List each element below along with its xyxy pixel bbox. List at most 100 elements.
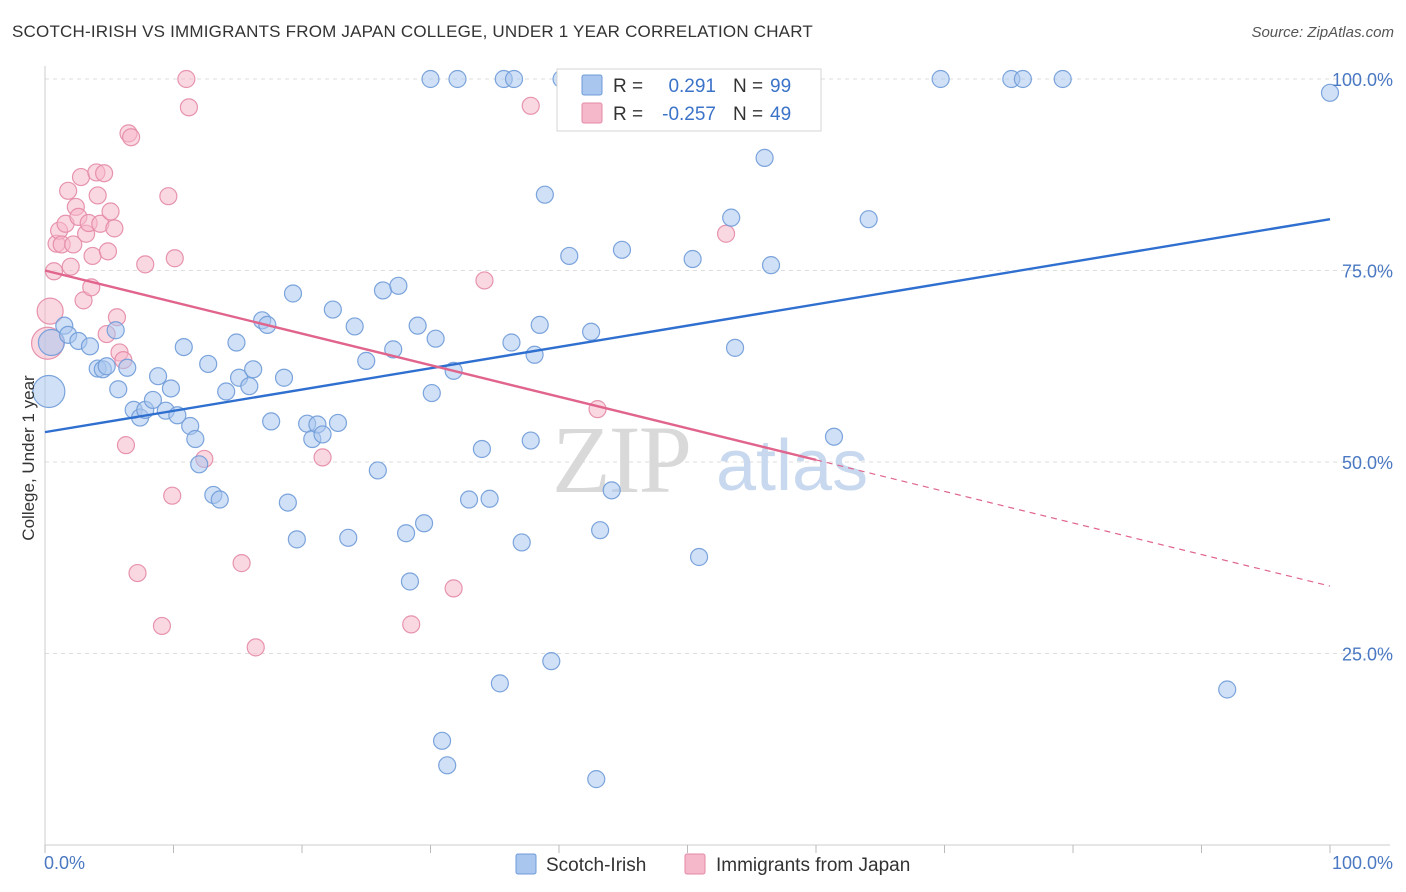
watermark-atlas: atlas (716, 426, 868, 506)
scotch-irish-point (512, 533, 531, 552)
scotch-irish-point (422, 383, 441, 403)
scotch-irish-point (438, 756, 457, 775)
japan-point (105, 219, 124, 238)
scotch-irish-point (328, 413, 348, 433)
japan-point (179, 98, 199, 117)
scotch-irish-point (278, 493, 297, 512)
scotch-irish-point (421, 69, 440, 89)
japan-point (165, 249, 184, 268)
scotch-irish-point (722, 208, 741, 227)
japan-point (116, 436, 136, 455)
scotch-irish-point (339, 528, 358, 547)
scotch-irish-point (97, 357, 116, 376)
scotch-irish-point (210, 490, 229, 509)
japan-point (232, 554, 251, 573)
scotch-irish-point (373, 281, 393, 300)
japan-point (61, 257, 80, 276)
legend-r-label: R = (613, 104, 643, 125)
scotch-irish-point (530, 315, 549, 334)
japan-point (177, 69, 196, 89)
bottom-legend-swatch-japan (684, 853, 706, 875)
legend-r-value-scotch-irish: 0.291 (668, 76, 716, 97)
chart-source: Source: ZipAtlas.com (1251, 24, 1394, 41)
legend-n-label: N = (733, 104, 763, 125)
scotch-irish-point (227, 333, 246, 352)
scotch-irish-point (480, 489, 499, 508)
scotch-irish-point (174, 338, 193, 357)
scotch-irish-point (217, 382, 236, 401)
scotch-irish-point (448, 69, 467, 89)
japan-point (88, 186, 107, 205)
x-tick-label: 100.0% (1332, 853, 1393, 873)
scotch-irish-point (186, 429, 205, 449)
y-tick-label: 50.0% (1342, 453, 1393, 473)
axis-layer (44, 66, 1390, 853)
japan-point (36, 297, 64, 325)
scotch-irish-point (190, 455, 209, 474)
japan-trend-line (44, 269, 817, 462)
y-tick-label: 75.0% (1342, 262, 1393, 282)
bottom-legend: Scotch-Irish Immigrants from Japan (515, 853, 910, 876)
scotch-irish-point (323, 300, 342, 319)
legend-r-label: R = (613, 76, 643, 97)
scotch-irish-point (262, 412, 281, 431)
scotch-irish-point (859, 210, 878, 229)
watermark: ZIP atlas (552, 406, 868, 513)
scotch-irish-point (755, 148, 774, 167)
scotch-irish-point (118, 358, 137, 377)
scotch-irish-point (602, 481, 621, 500)
japan-point (444, 579, 463, 598)
scotch-irish-point (244, 360, 263, 379)
scotch-irish-point (240, 377, 259, 396)
scotch-irish-point (283, 284, 303, 303)
scotch-irish-point (109, 380, 128, 399)
scotch-irish-point (1053, 69, 1072, 89)
scotch-irish-point (32, 374, 66, 409)
legend-n-value-scotch-irish: 99 (770, 76, 791, 97)
watermark-zip: ZIP (552, 406, 690, 513)
japan-point (59, 181, 78, 200)
japan-point (71, 167, 91, 187)
scotch-irish-point (689, 547, 709, 567)
top-legend: R = 0.291 N = 99 R = -0.257 N = 49 (556, 68, 822, 132)
scotch-irish-point (504, 69, 524, 89)
y-axis-title: College, Under 1 year (19, 375, 38, 541)
trend-layer (44, 217, 1331, 587)
chart-title: SCOTCH-IRISH VS IMMIGRANTS FROM JAPAN CO… (12, 22, 813, 41)
japan-point (136, 255, 155, 274)
japan-point (121, 128, 141, 147)
scotch-irish-point (408, 316, 427, 335)
japan-point (152, 616, 172, 636)
scotch-irish-point (414, 514, 434, 533)
y-tick-label: 100.0% (1332, 70, 1393, 90)
scotch-irish-point (345, 317, 364, 336)
japan-point (98, 242, 118, 261)
japan-point (588, 400, 607, 419)
scotch-irish-point (521, 431, 540, 450)
japan-point (101, 202, 120, 221)
japan-point (128, 563, 147, 583)
japan-point (521, 96, 540, 115)
bottom-legend-swatch-scotch-irish (515, 853, 537, 875)
scotch-irish-point (274, 368, 294, 387)
japan-point (95, 164, 114, 183)
scotch-irish-point (106, 321, 125, 340)
scotch-irish-point (368, 461, 387, 480)
scotch-irish-point (587, 770, 606, 789)
japan-point (83, 246, 102, 266)
scotch-irish-point (542, 652, 561, 671)
scotch-irish-trend-line (44, 217, 1331, 434)
scotch-irish-point (199, 354, 218, 374)
scotch-irish-point (389, 276, 408, 295)
japan-point (402, 615, 421, 634)
legend-swatch-japan (581, 102, 603, 124)
scotch-irish-point (560, 246, 579, 266)
japan-point (716, 224, 736, 243)
scotch-irish-point (148, 367, 168, 386)
scotch-irish-point (357, 351, 376, 370)
legend-r-value-japan: -0.257 (662, 104, 716, 125)
scotch-irish-point (80, 337, 100, 356)
tick-layer: 25.0% 50.0% 75.0% 100.0% 0.0% 100.0% (44, 70, 1393, 873)
scotch-irish-point (612, 240, 632, 259)
